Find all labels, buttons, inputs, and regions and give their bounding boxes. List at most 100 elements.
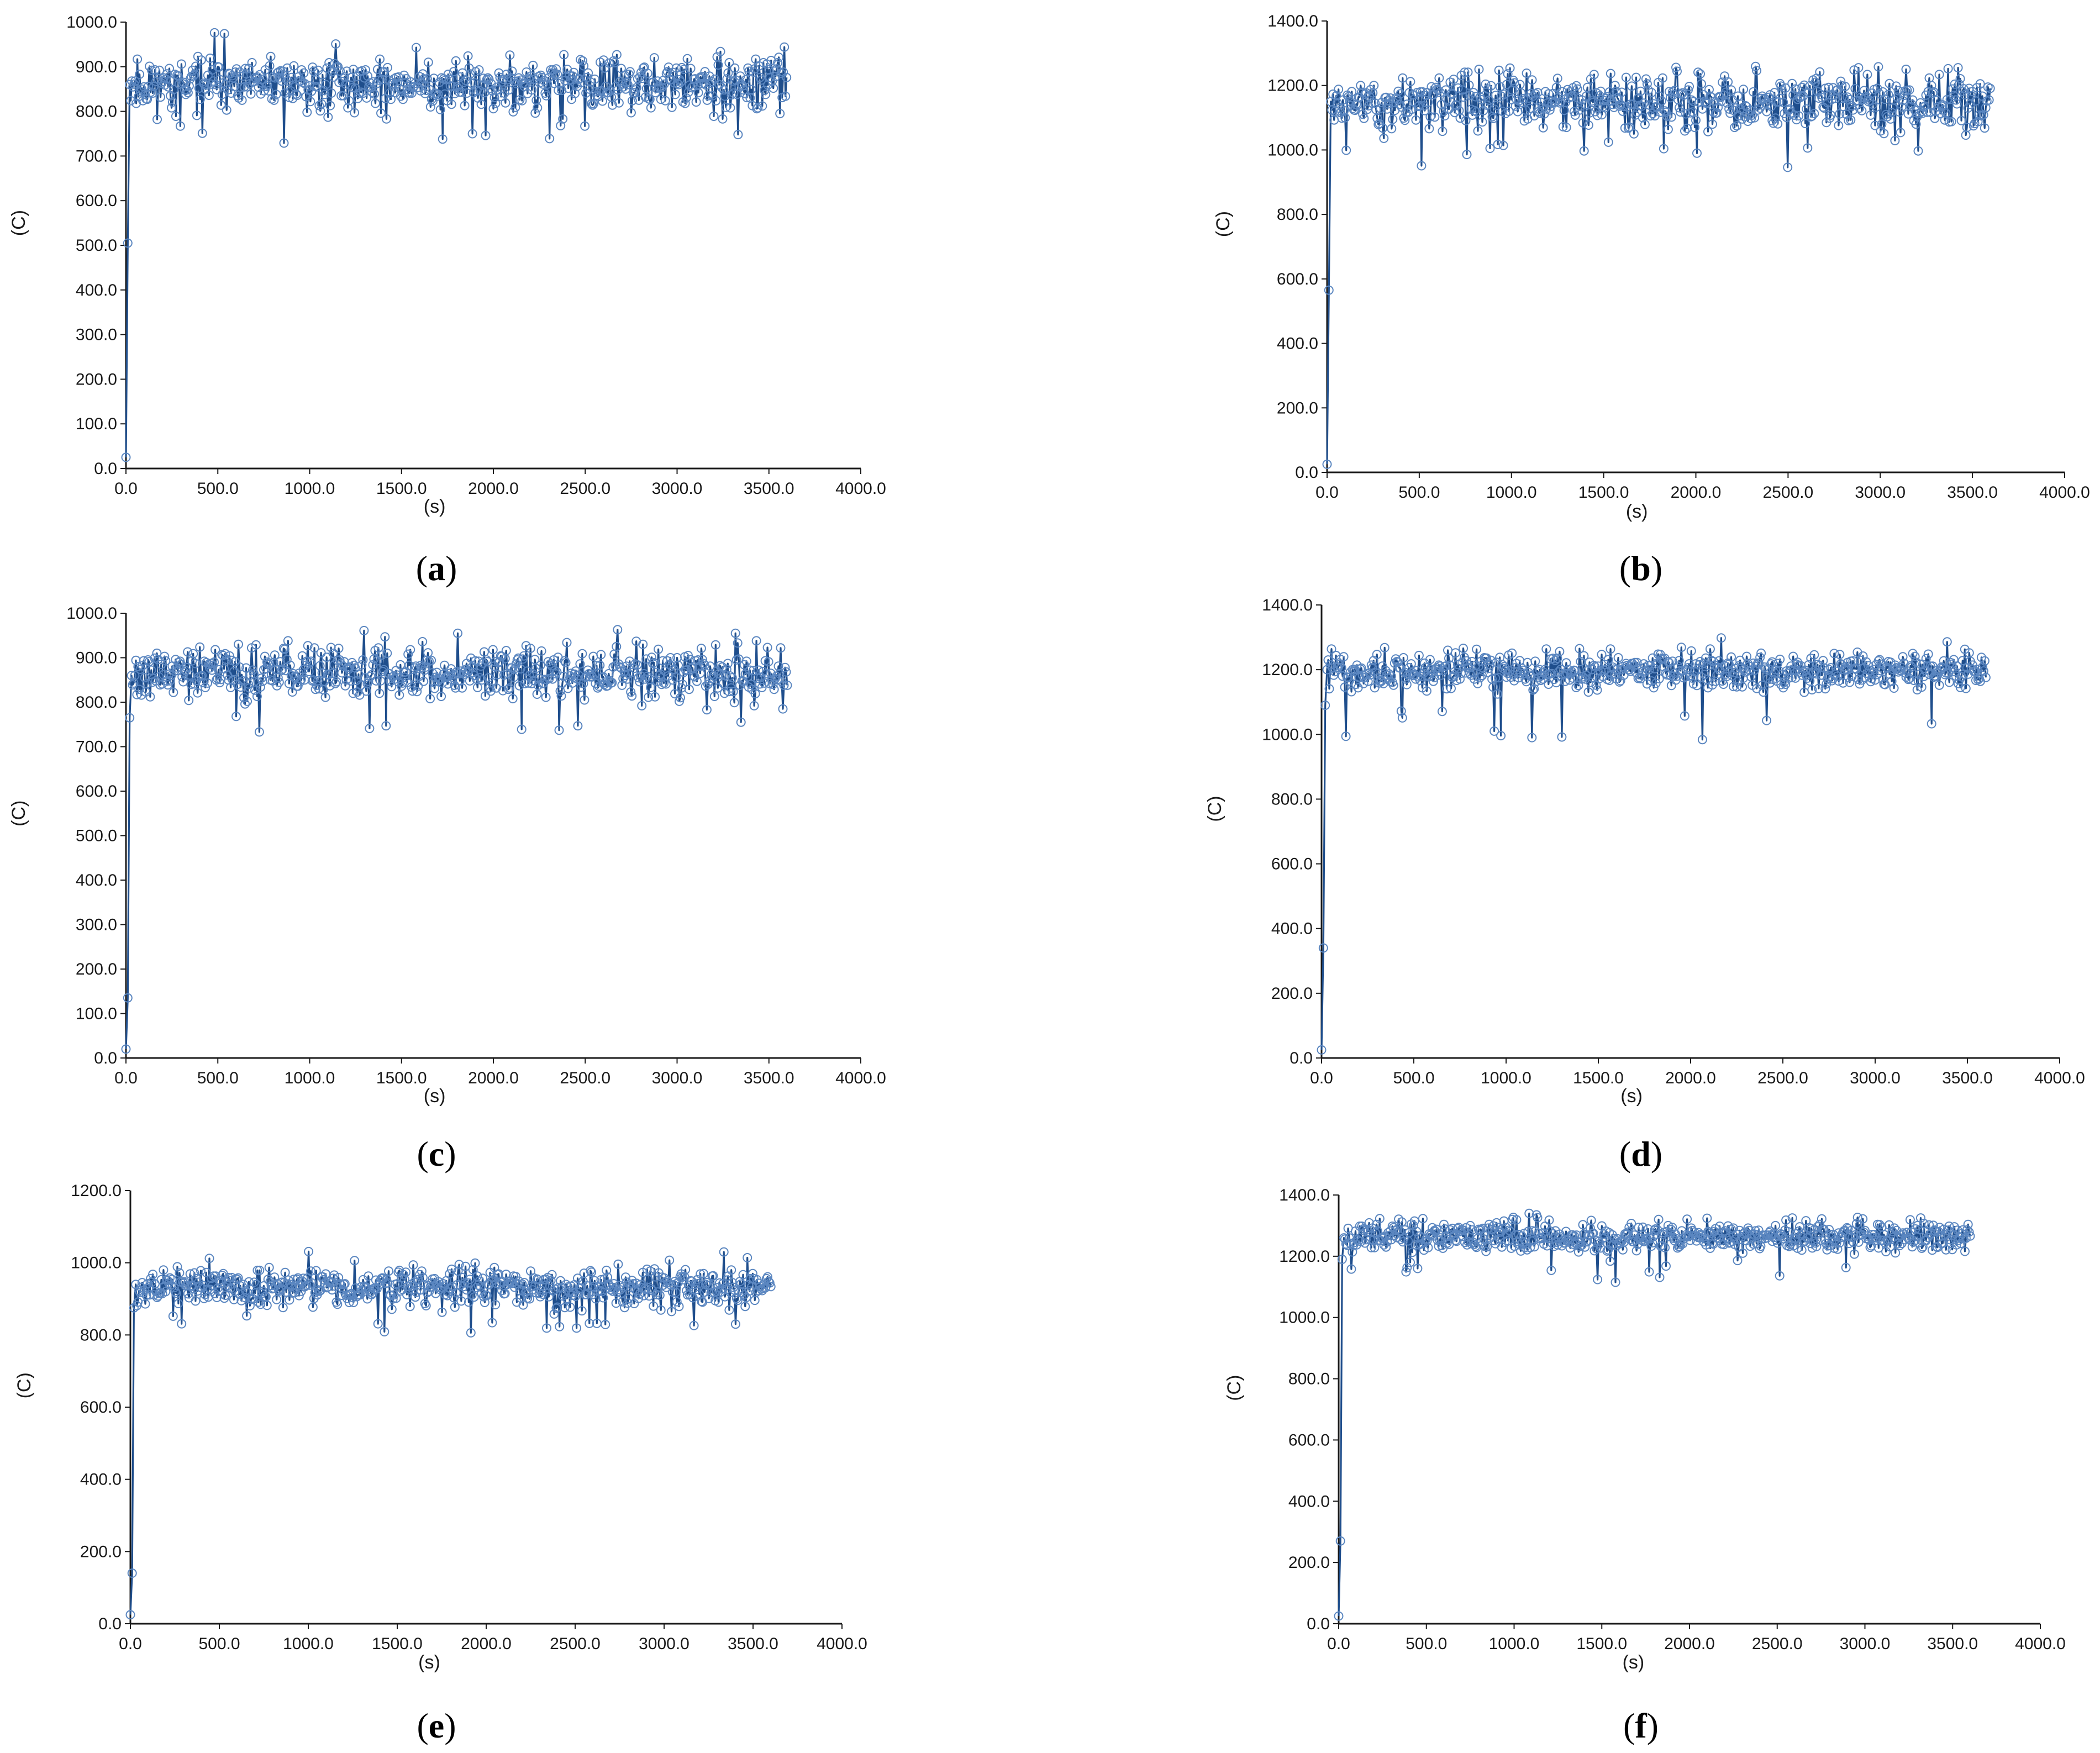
data-point — [739, 85, 749, 95]
data-point — [578, 56, 588, 66]
data-point — [1483, 1223, 1493, 1233]
data-point — [1371, 668, 1381, 678]
data-point — [1324, 285, 1334, 295]
data-point — [1523, 1226, 1533, 1236]
data-point — [328, 648, 338, 658]
data-point — [1404, 1228, 1414, 1238]
data-point — [1717, 96, 1727, 106]
data-point — [1687, 673, 1697, 683]
data-point — [291, 89, 301, 99]
data-point — [1583, 687, 1593, 697]
data-point — [764, 1277, 773, 1287]
data-point — [1622, 1229, 1632, 1239]
data-point — [197, 128, 207, 138]
data-point — [440, 89, 450, 99]
data-point — [657, 680, 667, 689]
data-point — [713, 60, 723, 70]
data-point — [169, 687, 178, 697]
data-point — [1477, 117, 1487, 127]
data-point — [1898, 96, 1908, 106]
data-point — [1527, 75, 1537, 85]
data-point — [1527, 733, 1537, 743]
data-point — [1402, 680, 1412, 689]
data-point — [736, 717, 746, 727]
data-point — [612, 641, 622, 651]
data-point — [680, 1272, 690, 1281]
y-tick-label: 800.0 — [76, 103, 117, 121]
data-point — [188, 71, 198, 81]
data-point — [579, 61, 589, 71]
data-point — [210, 645, 220, 655]
data-point — [1833, 1244, 1843, 1254]
data-point — [1833, 671, 1843, 681]
data-point — [344, 96, 354, 106]
data-point — [598, 672, 608, 682]
data-point — [1320, 701, 1330, 710]
data-point — [236, 1296, 246, 1305]
data-point — [339, 91, 349, 101]
data-point — [273, 67, 283, 77]
data-point — [1557, 732, 1567, 742]
data-point — [717, 82, 727, 92]
data-point — [769, 685, 779, 694]
data-point — [1492, 657, 1502, 667]
data-point — [1444, 654, 1454, 664]
data-point — [1350, 1238, 1360, 1247]
data-point — [1514, 673, 1524, 683]
data-point — [1604, 87, 1614, 97]
data-point — [1398, 1237, 1408, 1247]
data-point — [1804, 88, 1814, 98]
data-point — [1731, 664, 1740, 673]
data-point — [1401, 1267, 1411, 1277]
data-point — [687, 83, 697, 93]
data-point — [738, 1270, 748, 1280]
data-point — [1903, 675, 1913, 685]
data-point — [176, 660, 186, 670]
data-point — [462, 1285, 472, 1295]
data-point — [1819, 1224, 1829, 1234]
data-point — [1337, 1254, 1347, 1264]
data-point — [159, 1265, 169, 1275]
data-point — [1600, 103, 1610, 113]
data-point — [340, 681, 350, 691]
data-point — [1659, 144, 1669, 154]
data-point — [590, 669, 599, 679]
data-point — [780, 662, 790, 672]
data-point — [1703, 127, 1713, 136]
data-point — [1913, 146, 1923, 156]
data-point — [197, 671, 207, 681]
data-point — [1488, 113, 1498, 123]
data-point — [1805, 676, 1815, 686]
data-point — [1361, 1235, 1371, 1245]
data-point — [1948, 662, 1957, 672]
data-point — [1623, 123, 1633, 133]
data-point — [382, 114, 391, 124]
data-point — [1657, 73, 1667, 83]
y-tick-label: 400.0 — [80, 1471, 122, 1489]
data-point — [1440, 1224, 1450, 1234]
data-point — [1640, 119, 1650, 129]
data-point — [1346, 1264, 1356, 1274]
data-point — [1504, 1225, 1514, 1235]
y-axis-label: (C) — [1204, 796, 1225, 822]
data-point — [302, 1280, 312, 1290]
data-point — [773, 661, 783, 671]
data-point — [133, 54, 143, 64]
data-point — [740, 1302, 750, 1312]
data-point — [276, 666, 286, 676]
data-point — [294, 1291, 304, 1301]
data-point — [1644, 1267, 1654, 1277]
data-point — [541, 692, 551, 702]
data-point — [781, 667, 791, 677]
data-point — [453, 1266, 463, 1276]
data-point — [551, 64, 561, 74]
data-point — [1627, 81, 1636, 91]
data-point — [651, 667, 661, 677]
data-point — [1923, 649, 1933, 659]
data-point — [344, 1298, 354, 1307]
y-tick-label: 800.0 — [1288, 1370, 1330, 1388]
data-point — [1909, 1236, 1919, 1246]
data-point — [542, 1323, 551, 1333]
data-point — [671, 672, 681, 682]
x-tick-label: 2000.0 — [1665, 1069, 1716, 1087]
